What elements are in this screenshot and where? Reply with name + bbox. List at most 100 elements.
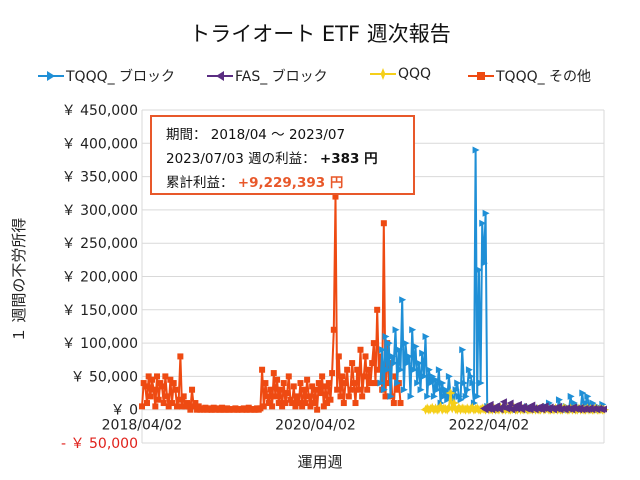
week-profit-row: 2023/07/03 週の利益： +383 円 (166, 147, 403, 171)
data-point (579, 389, 587, 397)
data-point (185, 403, 192, 410)
y-axis-ticks: ￥ 450,000 ￥ 400,000 ￥ 350,000 ￥ 300,000 ￥ 25… (61, 103, 138, 452)
y-tick-label: ￥ 400,000 (62, 136, 138, 152)
data-point (347, 386, 354, 393)
data-point (480, 259, 488, 267)
data-point (584, 392, 592, 400)
legend-marker-tqqq-other (468, 72, 494, 80)
data-point (265, 400, 272, 407)
data-point (277, 386, 284, 393)
data-point (362, 353, 369, 360)
data-point (187, 406, 194, 413)
chart-legend: TQQQ_ ブロック FAS_ ブロック QQQ TQQQ_ その他 (30, 66, 630, 88)
chart-title: トライオート ETF 週次報告 (189, 22, 451, 46)
data-point (464, 386, 472, 394)
data-point (317, 390, 324, 397)
data-point (267, 386, 274, 393)
data-point (442, 386, 450, 394)
data-point (332, 193, 339, 200)
data-point (147, 393, 154, 400)
data-point (344, 366, 351, 373)
data-point (167, 376, 174, 383)
data-point (272, 393, 279, 400)
data-point (292, 403, 299, 410)
data-point (307, 403, 314, 410)
data-point (325, 380, 332, 387)
total-profit-value: +9,229,393 円 (237, 175, 344, 191)
data-point (150, 386, 157, 393)
data-point (182, 403, 189, 410)
data-point (392, 326, 400, 334)
data-point (195, 403, 202, 410)
data-point (160, 400, 167, 407)
data-point (409, 326, 417, 334)
data-point (465, 366, 473, 374)
data-point (264, 393, 271, 400)
data-point (342, 380, 349, 387)
y-tick-label: ￥ 450,000 (62, 103, 138, 119)
data-point (380, 386, 388, 394)
data-point (149, 376, 156, 383)
data-point (329, 370, 336, 377)
data-point (467, 402, 478, 413)
data-point (270, 370, 277, 377)
data-point (380, 220, 387, 227)
legend-item-fas-block: FAS_ ブロック (207, 66, 328, 86)
data-point (330, 326, 337, 333)
data-point (397, 400, 404, 407)
data-point (335, 353, 342, 360)
data-point (412, 342, 420, 350)
y-tick-label: ￥ 300,000 (62, 203, 138, 219)
data-point (144, 400, 151, 407)
data-point (467, 372, 475, 380)
y-tick-label: ￥ 350,000 (62, 170, 138, 186)
x-axis-label: 運用週 (297, 453, 343, 471)
data-point (192, 400, 199, 407)
data-point (555, 396, 563, 404)
data-point (365, 366, 372, 373)
data-point (407, 392, 415, 400)
series-1 (479, 398, 607, 414)
data-point (389, 352, 397, 360)
data-point (349, 360, 356, 367)
data-point (169, 400, 176, 407)
data-point (410, 366, 418, 374)
data-point (404, 359, 412, 367)
data-point (327, 396, 334, 403)
data-point (359, 393, 366, 400)
data-point (589, 399, 597, 407)
data-point (382, 393, 389, 400)
data-point (340, 400, 347, 407)
data-point (405, 352, 413, 360)
data-point (157, 380, 164, 387)
data-point (435, 401, 446, 412)
data-point (339, 373, 346, 380)
data-point (395, 346, 403, 354)
data-point (262, 380, 269, 387)
data-point (392, 373, 399, 380)
data-point (390, 400, 397, 407)
data-point (179, 403, 186, 410)
data-point (472, 146, 480, 154)
data-point (280, 380, 287, 387)
data-point (379, 346, 387, 354)
data-point (469, 379, 477, 387)
data-point (482, 209, 490, 217)
data-point (194, 406, 201, 413)
data-point (305, 393, 312, 400)
data-point (274, 376, 281, 383)
data-point (400, 386, 408, 394)
data-point (314, 406, 321, 413)
data-point (350, 380, 357, 387)
data-point (445, 388, 456, 399)
y-tick-label: ￥ 100,000 (62, 336, 138, 352)
chart-series (139, 146, 609, 415)
data-point (364, 386, 371, 393)
data-point (154, 373, 161, 380)
data-point (462, 392, 470, 400)
data-point (312, 386, 319, 393)
data-point (385, 380, 392, 387)
data-point (399, 296, 407, 304)
data-point (374, 306, 381, 313)
